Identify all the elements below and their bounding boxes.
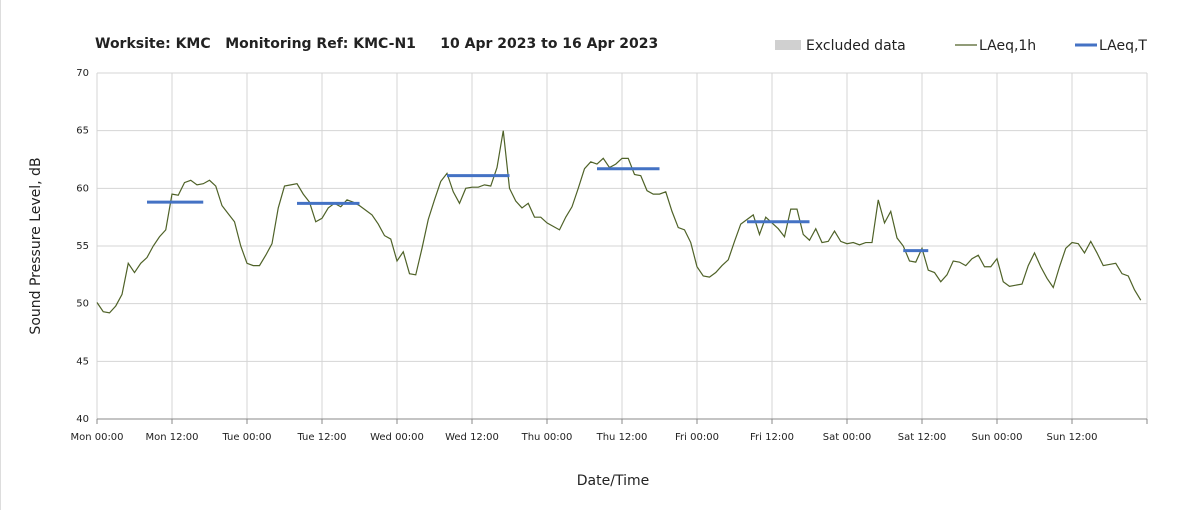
x-tick-label: Mon 12:00 <box>145 432 198 443</box>
y-axis-label: Sound Pressure Level, dB <box>28 157 44 334</box>
x-tick-label: Sat 12:00 <box>898 432 946 443</box>
chart-title: Worksite: KMC Monitoring Ref: KMC-N1 10 … <box>95 36 658 52</box>
legend-swatch <box>775 40 801 50</box>
y-tick-label: 70 <box>76 68 89 79</box>
x-tick-label: Wed 00:00 <box>370 432 424 443</box>
x-tick-label: Mon 00:00 <box>70 432 123 443</box>
x-tick-label: Tue 00:00 <box>221 432 271 443</box>
x-tick-label: Fri 00:00 <box>675 432 719 443</box>
y-tick-label: 65 <box>76 126 89 137</box>
y-tick-label: 40 <box>76 414 89 425</box>
y-tick-label: 60 <box>76 183 89 194</box>
x-tick-label: Thu 12:00 <box>596 432 648 443</box>
series-line <box>96 130 1142 314</box>
x-tick-label: Sat 00:00 <box>823 432 871 443</box>
legend-label: Excluded data <box>806 38 906 54</box>
x-tick-label: Sun 00:00 <box>971 432 1022 443</box>
legend-label: LAeq,T <box>1099 38 1147 54</box>
x-tick-label: Sun 12:00 <box>1046 432 1097 443</box>
y-tick-label: 45 <box>76 356 89 367</box>
x-tick-label: Fri 12:00 <box>750 432 794 443</box>
x-axis-label: Date/Time <box>577 473 649 489</box>
x-tick-label: Tue 12:00 <box>296 432 346 443</box>
legend-label: LAeq,1h <box>979 38 1036 54</box>
y-tick-label: 50 <box>76 299 89 310</box>
x-tick-label: Thu 00:00 <box>521 432 573 443</box>
y-tick-label: 55 <box>76 241 89 252</box>
x-tick-label: Wed 12:00 <box>445 432 499 443</box>
